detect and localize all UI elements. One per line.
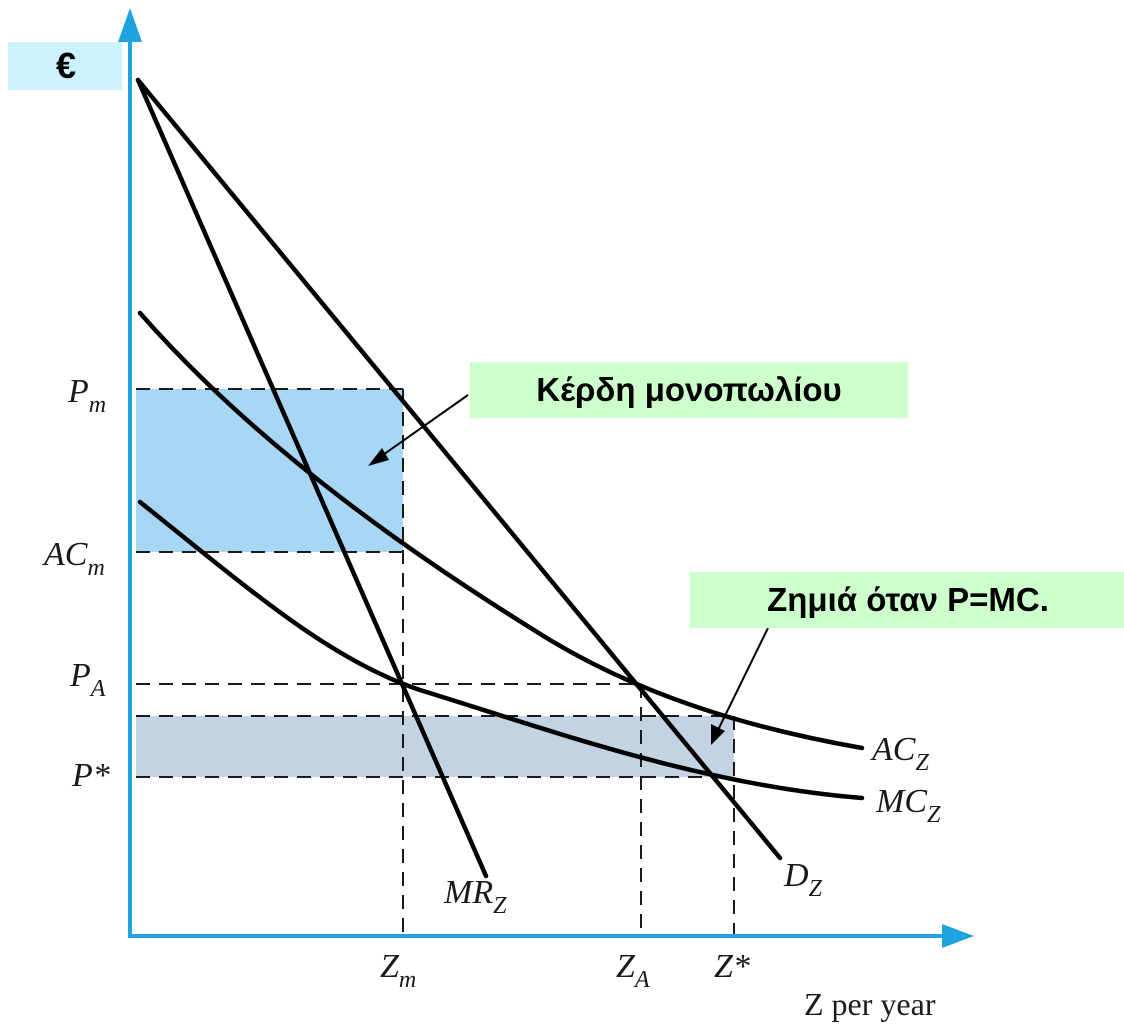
y-label-p-m: Pm [67, 373, 106, 418]
loss-area [136, 716, 734, 777]
average-cost-curve [137, 310, 865, 751]
curves [135, 77, 865, 879]
x-axis-title: Z per year [804, 986, 936, 1022]
callout-loss: Ζημιά όταν P=MC. [690, 572, 1124, 628]
y-axis-title: € [8, 42, 122, 90]
marginal-cost-curve [137, 499, 865, 801]
profit-arrow-line [379, 394, 469, 458]
x-label-z-m: Zm [380, 948, 416, 993]
y-label-p-a: PA [69, 657, 106, 702]
curve-label-mc: MCZ [875, 783, 941, 828]
x-axis-arrow-icon [942, 924, 974, 948]
curve-label-ac: ACZ [870, 731, 929, 776]
x-label-z-a: ZA [616, 948, 650, 993]
curve-label-d: DZ [783, 857, 823, 902]
demand-curve [135, 77, 783, 861]
x-label-z-star: Z* [714, 948, 750, 985]
y-axis-arrow-icon [118, 8, 142, 42]
callout-monopoly-profit: Κέρδη μονοπωλίου [470, 362, 908, 418]
guide-lines [136, 388, 735, 935]
curve-label-mr: MRZ [443, 874, 507, 919]
axes [118, 8, 974, 948]
monopoly-profit-area [136, 389, 403, 552]
marginal-revenue-curve [135, 77, 489, 879]
y-label-ac-m: ACm [42, 536, 105, 581]
y-label-p-star: P* [71, 757, 110, 794]
profit-arrowhead-icon [368, 448, 389, 466]
callout-arrows [368, 394, 769, 745]
loss-arrow-line [717, 627, 769, 731]
loss-arrowhead-icon [711, 724, 725, 745]
